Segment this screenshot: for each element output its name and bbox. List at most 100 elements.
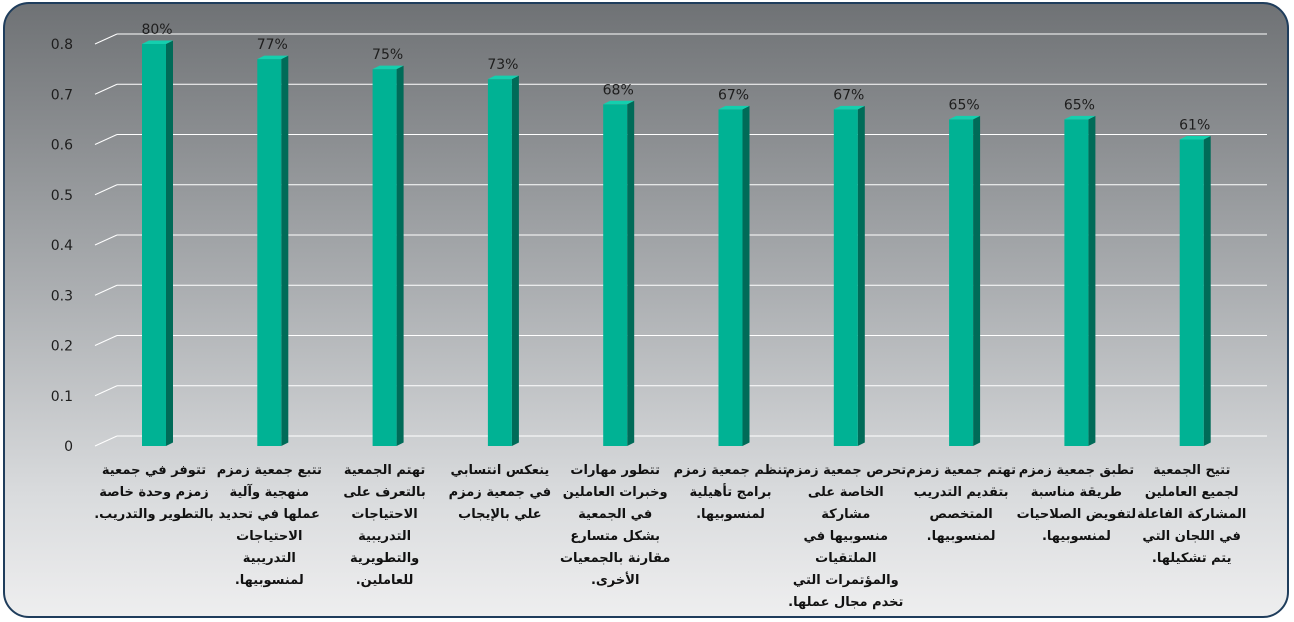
bar-front xyxy=(487,79,512,447)
x-tick-label-line: منسوبيها في xyxy=(803,529,889,544)
x-tick-label: تتطور مهارات وخبرات العاملين في الجمعية بشك… xyxy=(554,460,676,592)
x-tick-label-line: زمزم وحدة خاصة xyxy=(99,485,209,500)
x-tick-label: ينعكس انتسابي في جمعية زمزم علي بالإيجاب xyxy=(439,460,561,526)
bar-side xyxy=(511,75,519,447)
data-label: 75% xyxy=(372,47,403,63)
bar-side xyxy=(627,100,635,447)
bar-side xyxy=(396,65,404,446)
bar-chart: 0 0.1 0.2 0.3 0.4 0.5 0.6 0.7 0.8 80% 77% 75% 73% 68… xyxy=(51,22,1267,455)
bar xyxy=(487,75,519,447)
data-label: 65% xyxy=(1064,97,1095,113)
bar-side xyxy=(1088,115,1096,446)
x-tick-label-line: لتفويض الصلاحيات xyxy=(1016,507,1137,522)
x-tick-label-line: تطبق جمعية زمزم xyxy=(1018,463,1135,478)
bar-top xyxy=(833,105,865,110)
y-tick-label: 0.7 xyxy=(51,87,73,103)
y-tick-label: 0.5 xyxy=(51,188,73,204)
bar-front xyxy=(1064,119,1089,446)
x-tick-label-line: المتخصص xyxy=(929,507,993,522)
y-tick-label: 0.8 xyxy=(51,37,73,53)
bar-side xyxy=(281,55,289,446)
gridline-depth xyxy=(94,83,118,95)
x-tick-label-line: مشاركة xyxy=(821,507,871,522)
bars xyxy=(142,40,1211,447)
bar-top xyxy=(718,105,750,110)
data-label: 61% xyxy=(1179,117,1210,133)
x-tick-label-line: ينعكس انتسابي xyxy=(450,463,550,478)
x-tick-label-line: عملها في تحديد xyxy=(218,507,320,522)
bar-front xyxy=(1179,139,1204,446)
x-tick-label: تهتم جمعية زمزم بتقديم التدريب المتخصص لمنس… xyxy=(900,460,1022,548)
x-tick-label-line: الاحتياجات xyxy=(351,507,418,522)
data-labels: 80% 77% 75% 73% 68% 67% 67% 65% 65% 61% xyxy=(141,22,1210,133)
x-tick-label-line: الاحتياجات xyxy=(236,529,303,544)
x-tick-label-line: للعاملين. xyxy=(355,573,414,588)
x-tick-label-line: لمنسوبيها. xyxy=(234,573,304,588)
bar xyxy=(949,115,981,446)
x-tick-label: تتبع جمعية زمزم منهجية وآلية عملها في تحدي… xyxy=(208,460,330,592)
x-tick-label: تتيح الجمعية لجميع العاملين المشاركة الفاع… xyxy=(1131,460,1253,570)
bar-top xyxy=(257,55,289,60)
bar-front xyxy=(257,59,282,446)
chart-frame: 0 0.1 0.2 0.3 0.4 0.5 0.6 0.7 0.8 80% 77% 75% 73% 68… xyxy=(3,2,1289,618)
x-tick-label-line: تهتم جمعية زمزم xyxy=(906,463,1016,478)
y-axis-ticks: 0 0.1 0.2 0.3 0.4 0.5 0.6 0.7 0.8 xyxy=(51,37,73,455)
bar-side xyxy=(973,115,981,446)
x-tick-label-line: لجميع العاملين xyxy=(1144,485,1239,500)
x-tick-label-line: بالتطوير والتدريب. xyxy=(94,507,214,522)
gridline-depth xyxy=(94,335,118,346)
bar-top xyxy=(1179,135,1211,140)
x-tick-label-line: تحرص جمعية زمزم xyxy=(785,463,907,478)
bar-top xyxy=(487,75,519,80)
bar-top xyxy=(372,65,404,70)
bar xyxy=(372,65,404,446)
x-tick-label-line: بشكل متسارع xyxy=(570,529,660,544)
x-tick-label-line: الخاصة على xyxy=(807,485,884,500)
bar xyxy=(833,105,865,446)
data-label: 67% xyxy=(718,87,749,103)
y-tick-label: 0.2 xyxy=(51,339,73,355)
bar-front xyxy=(372,69,397,446)
x-tick-label-line: الملتقيات xyxy=(815,551,877,566)
bar-front xyxy=(603,104,628,447)
x-tick-label-line: في جمعية زمزم xyxy=(448,485,552,500)
x-tick-label-line: تخدم مجال عملها. xyxy=(788,595,904,610)
gridline-depth xyxy=(94,184,118,196)
bar xyxy=(1179,135,1211,446)
x-tick-label-line: تتوفر في جمعية xyxy=(101,463,207,478)
x-tick-label-line: تتبع جمعية زمزم xyxy=(216,463,322,478)
y-tick-label: 0.6 xyxy=(51,138,73,154)
data-label: 65% xyxy=(949,97,980,113)
y-tick-label: 0.3 xyxy=(51,288,73,304)
x-tick-label-line: طريقة مناسبة xyxy=(1030,485,1122,500)
bar-front xyxy=(718,109,743,446)
bar xyxy=(257,55,289,446)
gridline-depth xyxy=(94,234,118,246)
x-tick-label-line: تهتم الجمعية xyxy=(343,463,426,478)
bar-side xyxy=(857,105,865,446)
x-tick-label-line: علي بالإيجاب xyxy=(458,507,542,522)
x-tick-label: تطبق جمعية زمزم طريقة مناسبة لتفويض الصلاح… xyxy=(1015,460,1137,548)
bar xyxy=(718,105,750,446)
data-label: 77% xyxy=(257,37,288,53)
x-tick-label-line: يتم تشكيلها. xyxy=(1151,551,1232,566)
x-tick-label-line: تتطور مهارات xyxy=(570,463,660,478)
bar-side xyxy=(166,40,173,446)
gridline-depth xyxy=(94,385,118,397)
x-tick-label-line: لمنسوبيها. xyxy=(926,529,996,544)
x-tick-label-line: التدريبية xyxy=(242,551,296,566)
bar-top xyxy=(603,100,635,105)
y-tick-label: 0.4 xyxy=(51,238,73,254)
x-tick-label-line: برامج تأهيلية xyxy=(689,485,772,500)
x-tick-label: تهتم الجمعية بالتعرف على الاحتياجات التدريب… xyxy=(324,460,446,592)
bar-top xyxy=(142,40,173,44)
x-tick-label-line: تتيح الجمعية xyxy=(1153,463,1231,478)
bar-top xyxy=(1064,115,1096,120)
data-label: 73% xyxy=(487,57,518,73)
x-tick-label: تتوفر في جمعية زمزم وحدة خاصة بالتطوير وال… xyxy=(93,460,215,526)
x-tick-label-line: لمنسوبيها. xyxy=(696,507,765,522)
y-tick-label: 0 xyxy=(64,439,73,455)
bar-front xyxy=(949,119,974,446)
x-tick-label: تحرص جمعية زمزم الخاصة على مشاركة منسوبيها … xyxy=(785,460,907,614)
x-tick-label-line: في الجمعية xyxy=(578,507,653,522)
